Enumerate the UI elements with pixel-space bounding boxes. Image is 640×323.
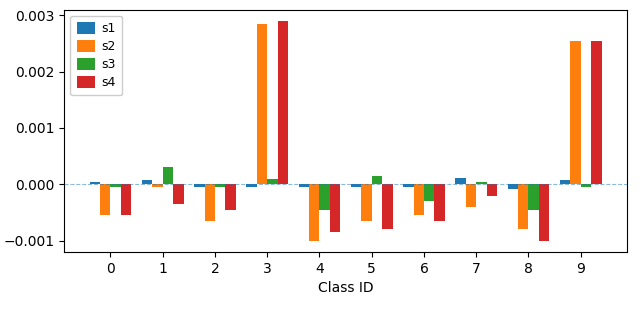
- Bar: [163, 167, 173, 184]
- Bar: [351, 184, 361, 187]
- Legend: s1, s2, s3, s4: s1, s2, s3, s4: [70, 16, 122, 95]
- Bar: [455, 178, 466, 184]
- Bar: [508, 184, 518, 189]
- Bar: [372, 176, 382, 184]
- Bar: [424, 184, 435, 201]
- Bar: [173, 184, 184, 204]
- Bar: [215, 184, 225, 187]
- Bar: [225, 184, 236, 210]
- Bar: [319, 184, 330, 210]
- Bar: [111, 184, 121, 187]
- Bar: [142, 180, 152, 184]
- Bar: [90, 182, 100, 184]
- Bar: [152, 184, 163, 187]
- Bar: [246, 184, 257, 187]
- Bar: [330, 184, 340, 232]
- Bar: [466, 184, 476, 207]
- Bar: [560, 180, 570, 184]
- Bar: [580, 184, 591, 187]
- Bar: [413, 184, 424, 215]
- Bar: [361, 184, 372, 221]
- Bar: [539, 184, 549, 241]
- Bar: [268, 179, 278, 184]
- Bar: [382, 184, 392, 229]
- Bar: [299, 184, 309, 187]
- Bar: [278, 21, 288, 184]
- Bar: [100, 184, 111, 215]
- X-axis label: Class ID: Class ID: [318, 281, 373, 295]
- Bar: [476, 182, 486, 184]
- Bar: [194, 184, 205, 187]
- Bar: [529, 184, 539, 210]
- Bar: [205, 184, 215, 221]
- Bar: [309, 184, 319, 241]
- Bar: [518, 184, 529, 229]
- Bar: [486, 184, 497, 196]
- Bar: [591, 41, 602, 184]
- Bar: [257, 24, 268, 184]
- Bar: [570, 41, 580, 184]
- Bar: [435, 184, 445, 221]
- Bar: [121, 184, 131, 215]
- Bar: [403, 184, 413, 187]
